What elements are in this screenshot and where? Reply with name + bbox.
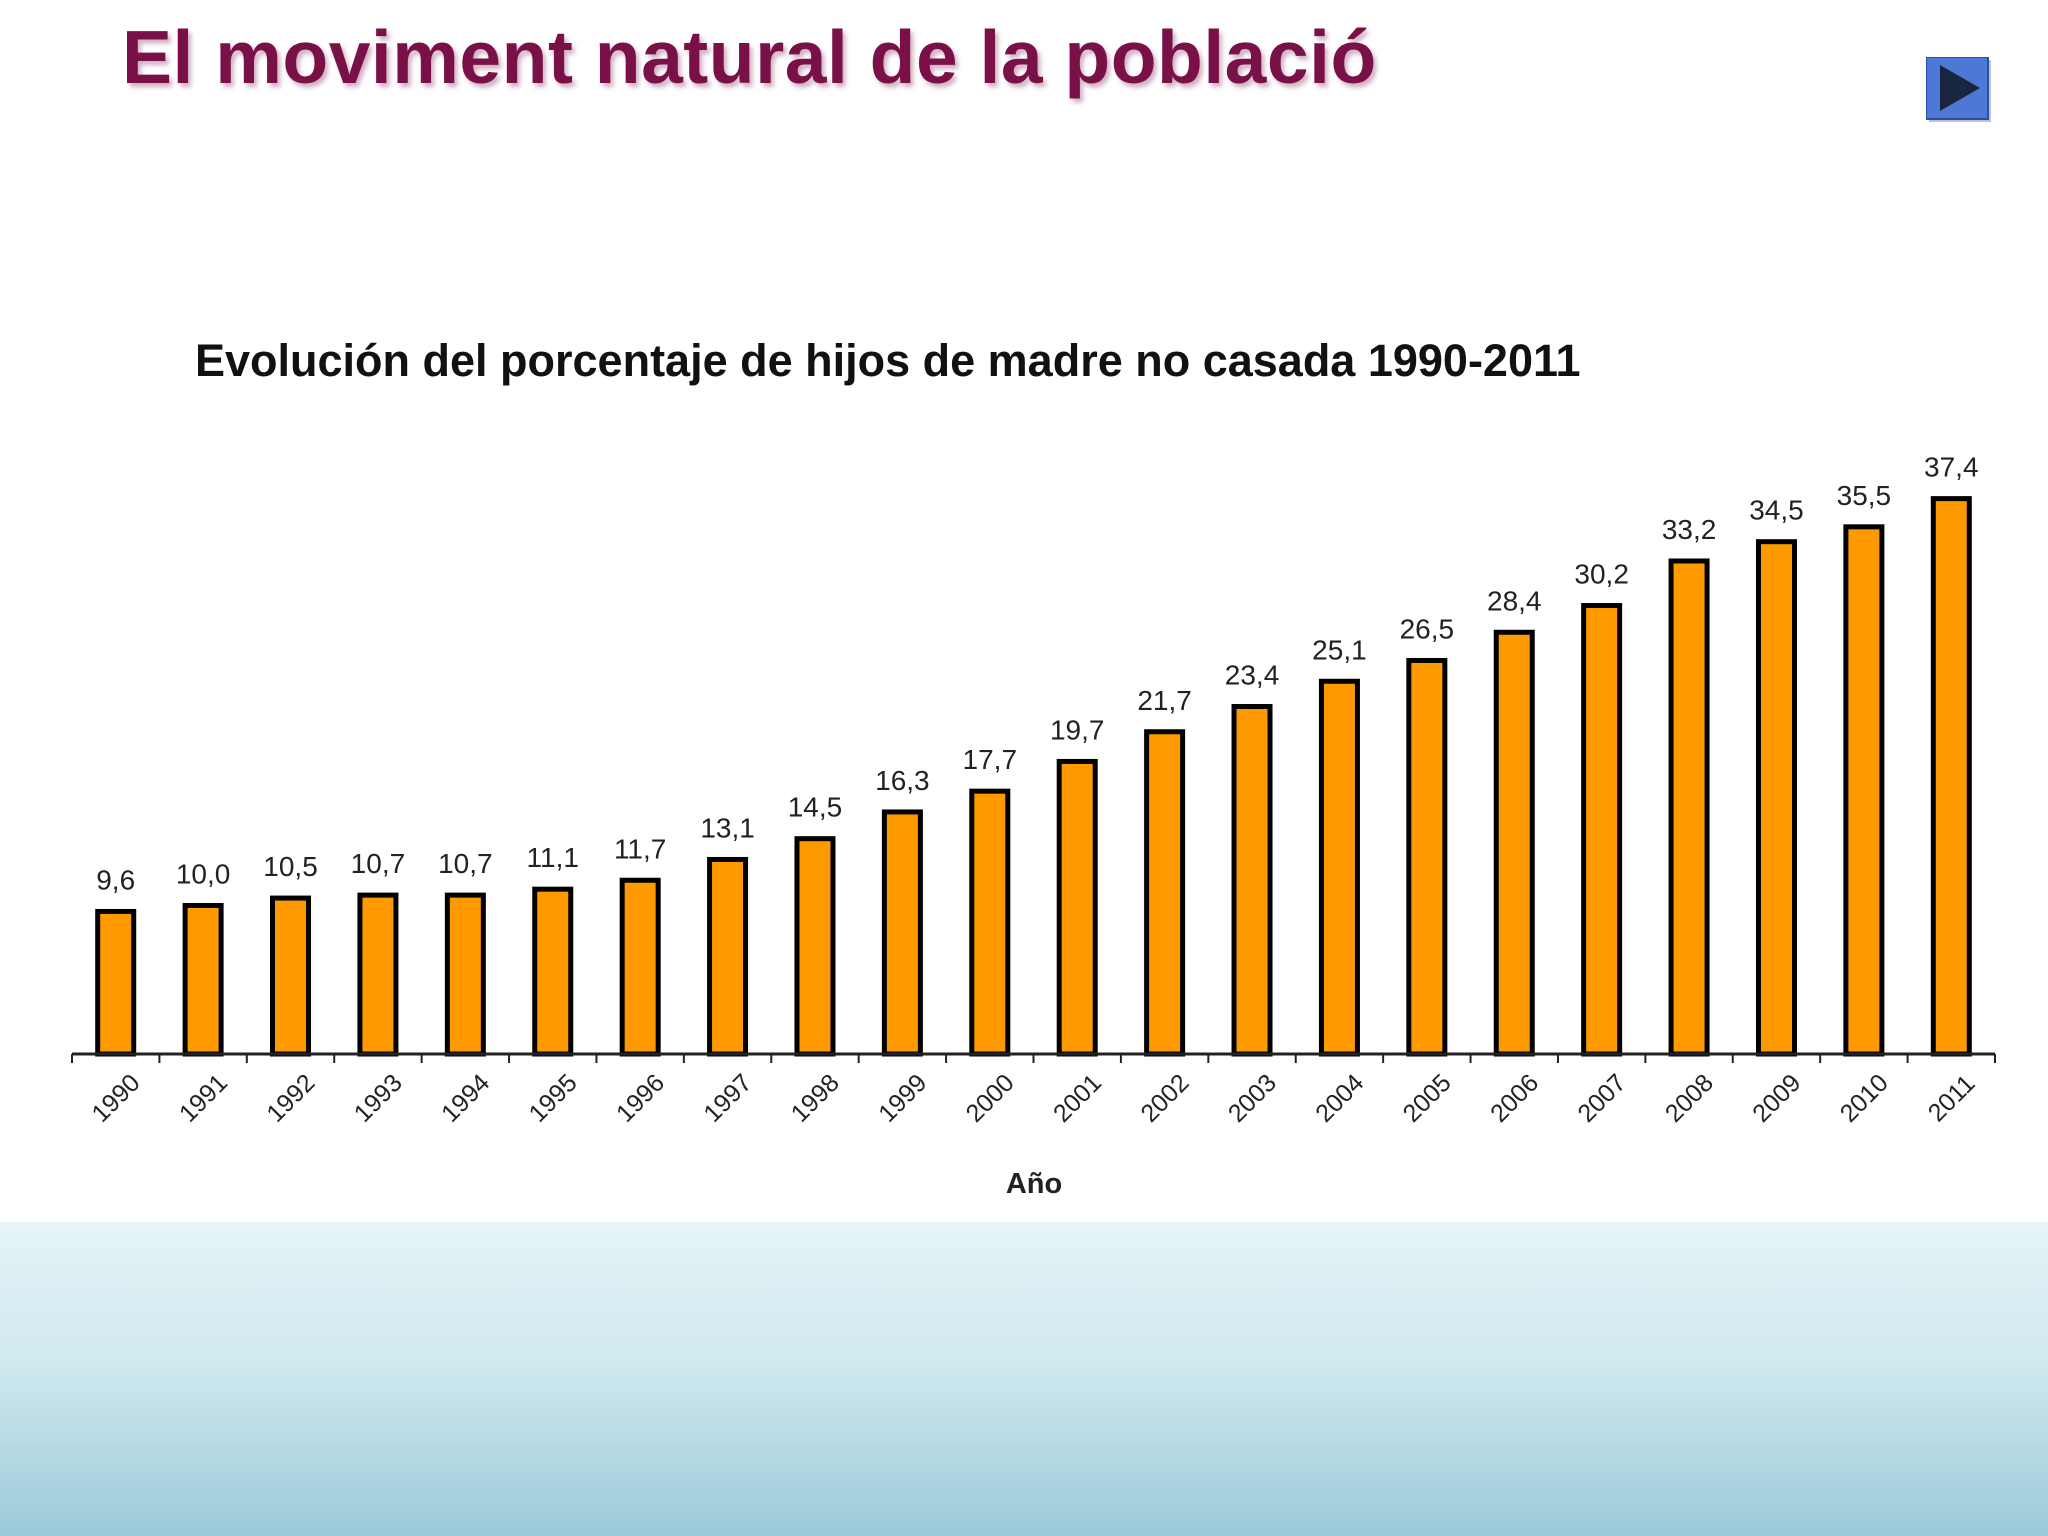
value-label-2010: 35,5	[1837, 480, 1892, 511]
value-label-2006: 28,4	[1487, 585, 1542, 616]
value-label-1998: 14,5	[788, 792, 843, 823]
value-label-1994: 10,7	[438, 848, 493, 879]
x-tick-label-1990: 1990	[86, 1069, 145, 1128]
value-label-2005: 26,5	[1400, 613, 1455, 644]
bar-1991	[182, 903, 224, 1057]
x-tick-label-1999: 1999	[873, 1069, 932, 1128]
x-tick-label-2011: 2011	[1923, 1069, 1981, 1127]
x-tick-label-1991: 1991	[174, 1069, 233, 1128]
bar-1997	[707, 856, 749, 1057]
x-tick-label-1997: 1997	[698, 1069, 757, 1128]
value-label-2001: 19,7	[1050, 714, 1105, 745]
value-label-2004: 25,1	[1312, 634, 1367, 665]
x-tick-label-2010: 2010	[1835, 1069, 1894, 1128]
value-label-1991: 10,0	[176, 859, 231, 890]
x-axis-tick-labels: 1990 1991 1992 1993 1994 1995 1996 1997 1998 1999…	[86, 1069, 1980, 1128]
x-tick-label-2002: 2002	[1135, 1069, 1194, 1128]
x-tick-label-2005: 2005	[1398, 1069, 1457, 1128]
bar-1999	[881, 809, 923, 1057]
value-label-2011: 37,4	[1924, 452, 1979, 483]
bar-1990	[95, 908, 137, 1057]
bar-2008	[1668, 558, 1710, 1057]
value-label-1996: 11,7	[614, 833, 666, 864]
value-labels-layer: 9,6 10,0 10,5 10,7 10,7 11,1 11,7 13,1 14,5 16,3 1…	[96, 452, 1978, 896]
bar-2006	[1493, 629, 1535, 1057]
bar-1992	[270, 895, 312, 1057]
x-tick-label-1998: 1998	[786, 1069, 845, 1128]
bar-1993	[357, 892, 399, 1057]
x-tick-label-2003: 2003	[1223, 1069, 1282, 1128]
value-label-2009: 34,5	[1749, 495, 1804, 526]
bar-1996	[619, 877, 661, 1057]
value-label-2002: 21,7	[1137, 685, 1192, 716]
value-label-2000: 17,7	[963, 744, 1018, 775]
bar-1995	[532, 886, 574, 1057]
value-label-1999: 16,3	[875, 765, 930, 796]
value-label-1995: 11,1	[527, 842, 579, 873]
x-tick-label-1992: 1992	[261, 1069, 320, 1128]
x-tick-label-2000: 2000	[961, 1069, 1020, 1128]
x-tick-label-2007: 2007	[1572, 1069, 1631, 1128]
background-gradient-band	[0, 1222, 2048, 1536]
bar-1998	[794, 836, 836, 1057]
bar-2004	[1318, 678, 1360, 1057]
x-tick-label-1995: 1995	[524, 1069, 583, 1128]
chart-title: Evolución del porcentaje de hijos de mad…	[195, 335, 1581, 386]
x-tick-label-2006: 2006	[1485, 1069, 1544, 1128]
x-tick-label-2004: 2004	[1310, 1069, 1369, 1128]
value-label-2008: 33,2	[1662, 514, 1717, 545]
value-label-1993: 10,7	[351, 848, 406, 879]
x-tick-label-1996: 1996	[611, 1069, 670, 1128]
bar-2007	[1581, 603, 1623, 1057]
bars-layer	[95, 496, 1972, 1057]
bar-2000	[969, 788, 1011, 1057]
bar-2009	[1755, 539, 1797, 1057]
x-tick-label-2009: 2009	[1747, 1069, 1806, 1128]
bar-2011	[1930, 496, 1972, 1057]
bar-1994	[444, 892, 486, 1057]
bar-2010	[1843, 524, 1885, 1057]
value-label-1997: 13,1	[700, 812, 755, 843]
x-tick-label-2001: 2001	[1048, 1069, 1107, 1128]
x-tick-label-1994: 1994	[436, 1069, 495, 1128]
next-slide-button[interactable]	[1925, 56, 1992, 123]
slide-title: El moviment natural de la població	[122, 15, 1377, 99]
value-label-2007: 30,2	[1574, 559, 1629, 590]
bar-2001	[1056, 758, 1098, 1057]
bar-2005	[1406, 657, 1448, 1057]
value-label-1990: 9,6	[96, 864, 135, 895]
bar-chart: Evolución del porcentaje de hijos de mad…	[71, 335, 1996, 1200]
value-label-2003: 23,4	[1225, 660, 1280, 691]
bar-2002	[1144, 729, 1186, 1057]
x-axis-title: Año	[1006, 1168, 1062, 1200]
x-tick-label-1993: 1993	[349, 1069, 408, 1128]
play-right-triangle-icon	[1925, 56, 1991, 122]
x-axis-ticks	[71, 1054, 1996, 1063]
x-tick-label-2008: 2008	[1660, 1069, 1719, 1128]
bar-2003	[1231, 704, 1273, 1057]
value-label-1992: 10,5	[263, 851, 318, 882]
